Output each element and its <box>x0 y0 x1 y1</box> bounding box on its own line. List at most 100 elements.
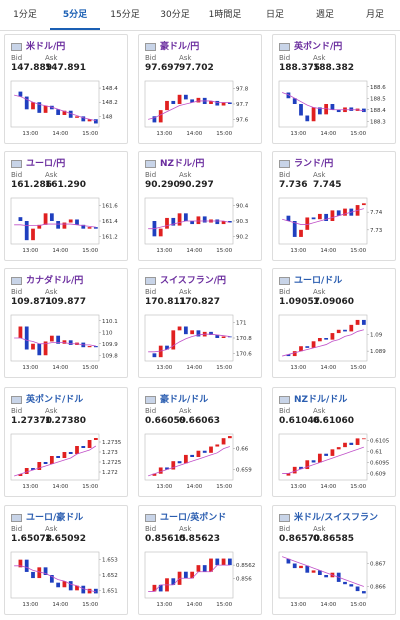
bid-value: 0.86570 <box>279 534 320 544</box>
x-tick-label: 13:00 <box>22 131 38 137</box>
candle <box>311 341 316 348</box>
pair-title: NZドル/円 <box>145 156 204 169</box>
y-tick-label: 109.8 <box>102 353 118 359</box>
candle <box>221 221 226 225</box>
quote-card[interactable]: カナダドル/円 Bid 109.871 Ask 109.877 110.1 110 109.9… <box>4 268 128 378</box>
candle <box>190 330 195 335</box>
mini-chart: 171 170.8 170.6 13:00 14:00 15:00 <box>144 314 252 371</box>
candle <box>317 107 322 115</box>
ask-label: Ask <box>45 288 58 296</box>
tab[interactable]: 1時間足 <box>208 10 242 20</box>
ask-label: Ask <box>179 54 192 62</box>
ask-value: 0.61060 <box>313 416 354 426</box>
bid-label: Bid <box>279 54 291 62</box>
quote-card[interactable]: NZドル/ドル Bid 0.61046 Ask 0.61060 0.6105 0.61 0.6… <box>272 387 396 497</box>
pair-title: ユーロ/ドル <box>279 273 342 286</box>
candle <box>215 444 220 447</box>
x-tick-label: 15:00 <box>216 484 232 490</box>
pair-name: ランド/円 <box>294 159 334 169</box>
plot-frame <box>10 433 100 481</box>
x-tick-label: 14:00 <box>52 484 68 490</box>
candle <box>49 335 54 342</box>
candle <box>343 581 347 585</box>
bid-value: 90.290 <box>145 180 180 190</box>
candle <box>24 326 29 350</box>
y-tick-label: 1.272 <box>102 470 118 476</box>
candle <box>31 102 35 110</box>
quote-card[interactable]: ユーロ/ドル Bid 1.09057 Ask 1.09060 1.09 1.089 13:00… <box>272 268 396 378</box>
tab[interactable]: 月足 <box>365 10 384 20</box>
quote-card[interactable]: 英ポンド/円 Bid 188.375 Ask 188.382 188.6 188.5 188.… <box>272 34 396 144</box>
bid-label: Bid <box>145 407 157 415</box>
flag-icon <box>145 159 156 168</box>
quote-card[interactable]: ユーロ/英ポンド Bid 0.85615 Ask 0.85623 0.8562 0.856 1… <box>138 505 262 615</box>
candle <box>18 559 23 568</box>
quote-card[interactable]: 豪ドル/円 Bid 97.697 Ask 97.702 97.8 97.7 97.6 13:00… <box>138 34 262 144</box>
quote-card[interactable]: ユーロ/豪ドル Bid 1.65078 Ask 1.65092 1.653 1.652 1.6… <box>4 505 128 615</box>
candle <box>215 100 220 106</box>
flag-icon <box>279 42 290 51</box>
candle <box>62 452 67 458</box>
candle <box>286 92 291 99</box>
x-tick-label: 15:00 <box>350 131 366 137</box>
pair-name: ユーロ/豪ドル <box>26 513 84 523</box>
quote-card[interactable]: ランド/円 Bid 7.736 Ask 7.745 7.74 7.73 13:00 14:00 1… <box>272 151 396 261</box>
plot-frame <box>278 551 368 599</box>
candle <box>317 213 322 220</box>
candle <box>177 461 182 464</box>
candle <box>196 216 201 225</box>
quote-card[interactable]: 英ポンド/ドル Bid 1.27370 Ask 1.27380 1.2735 1.273 1.… <box>4 387 128 497</box>
candle <box>209 331 213 335</box>
quote-card[interactable]: NZドル/円 Bid 90.290 Ask 90.297 90.4 90.3 90.2 13:0… <box>138 151 262 261</box>
candle <box>355 438 360 445</box>
tab[interactable]: 週足 <box>315 10 334 20</box>
candle <box>68 340 73 345</box>
candle <box>37 102 42 113</box>
plot-frame <box>278 314 368 362</box>
quote-card[interactable]: 豪ドル/ドル Bid 0.66059 Ask 0.66063 0.66 0.659 13:00… <box>138 387 262 497</box>
quote-card[interactable]: スイスフラン/円 Bid 170.811 Ask 170.827 171 170.8 170.… <box>138 268 262 378</box>
x-tick-label: 13:00 <box>156 484 172 490</box>
candle <box>317 570 322 575</box>
tab[interactable]: 30分足 <box>160 10 190 20</box>
candle <box>152 353 157 358</box>
ask-label: Ask <box>179 288 192 296</box>
ask-value: 7.745 <box>313 180 342 190</box>
candle <box>336 210 341 216</box>
candle <box>183 326 188 335</box>
x-tick-label: 14:00 <box>320 131 336 137</box>
candle <box>18 91 23 97</box>
quote-card[interactable]: 米ドル/スイスフラン Bid 0.86570 Ask 0.86585 0.867 0.866… <box>272 505 396 615</box>
x-tick-label: 13:00 <box>156 365 172 371</box>
pair-title: 米ドル/スイスフラン <box>279 510 378 523</box>
y-tick-label: 188.3 <box>370 119 386 125</box>
pair-title: 米ドル/円 <box>11 39 65 52</box>
candle <box>286 354 291 357</box>
tab[interactable]: 日足 <box>265 10 284 20</box>
pair-title: ユーロ/英ポンド <box>145 510 226 523</box>
mini-chart: 1.2735 1.273 1.2725 1.272 13:00 14:00 15:00 <box>10 433 122 490</box>
ask-label: Ask <box>179 525 192 533</box>
y-tick-label: 90.4 <box>236 204 249 210</box>
y-tick-label: 1.273 <box>102 450 118 456</box>
pair-title: 豪ドル/円 <box>145 39 199 52</box>
pair-title: ランド/円 <box>279 156 333 169</box>
x-tick-label: 14:00 <box>186 131 202 137</box>
candle <box>37 343 42 356</box>
bid-value: 188.375 <box>279 63 320 73</box>
quote-card[interactable]: 米ドル/円 Bid 147.889 Ask 147.891 148.4 148.2 148 13… <box>4 34 128 144</box>
candle <box>361 203 366 206</box>
quote-card[interactable]: ユーロ/円 Bid 161.286 Ask 161.290 161.6 161.4 161.2… <box>4 151 128 261</box>
flag-icon <box>11 42 22 51</box>
x-tick-label: 13:00 <box>290 248 306 254</box>
tab[interactable]: 1分足 <box>13 10 37 20</box>
tab[interactable]: 15分足 <box>110 10 140 20</box>
x-tick-label: 14:00 <box>186 602 202 608</box>
candle <box>317 453 322 463</box>
y-tick-label: 0.866 <box>370 585 386 591</box>
candle <box>343 442 347 448</box>
tab[interactable]: 5分足 <box>50 0 100 30</box>
y-tick-label: 170.8 <box>236 336 252 342</box>
flag-icon <box>279 513 290 522</box>
